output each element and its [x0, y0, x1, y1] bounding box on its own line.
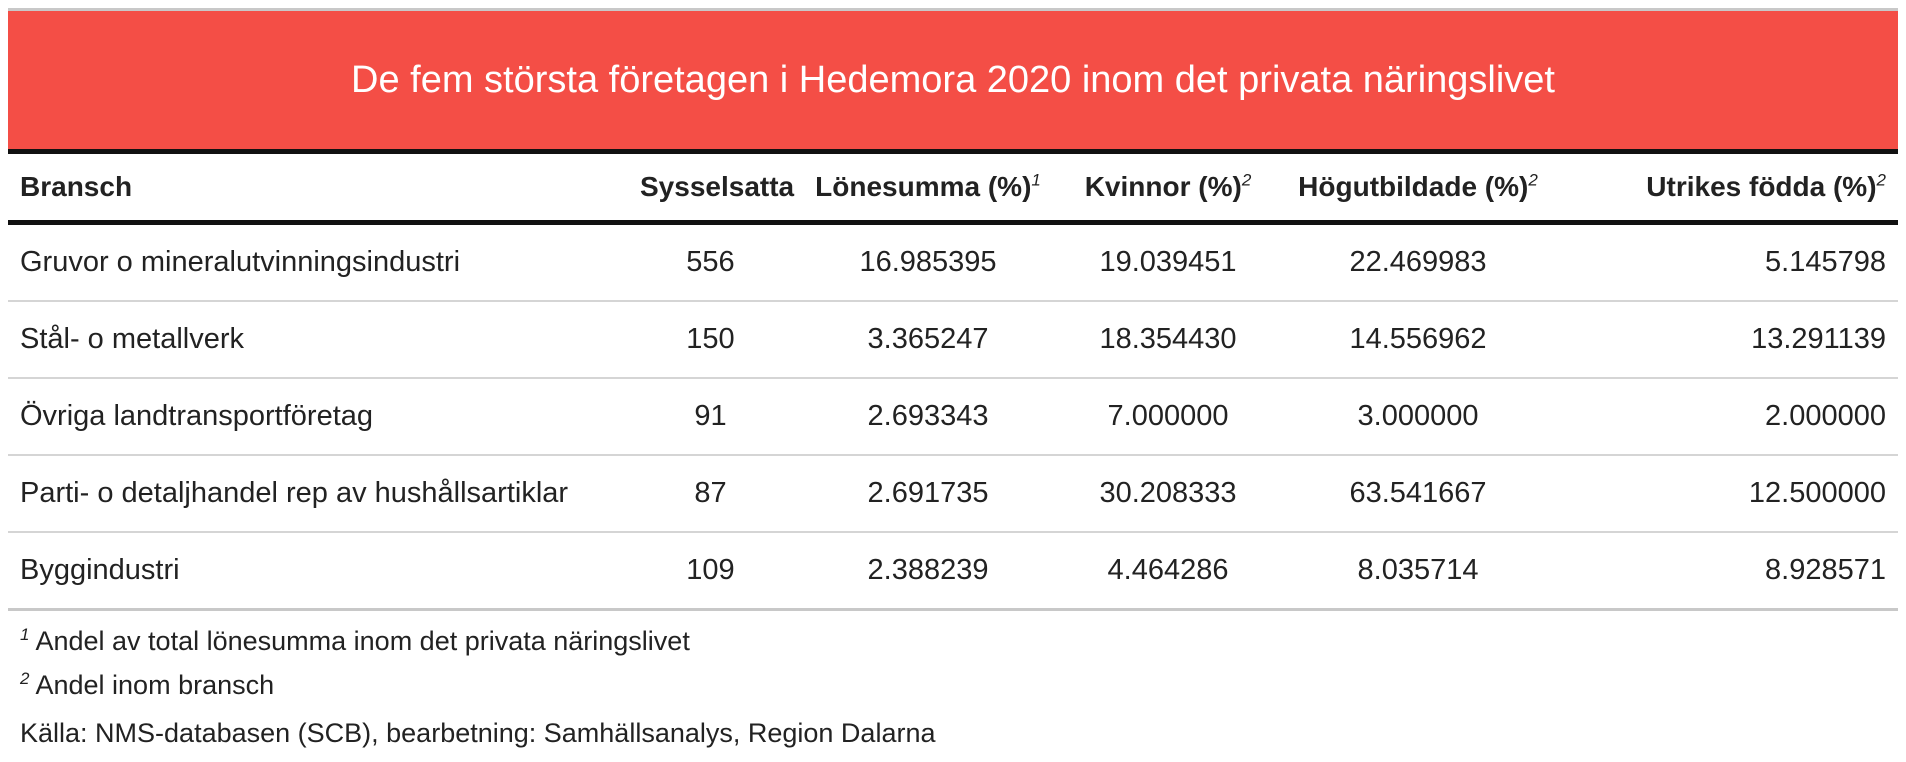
cell-bransch: Övriga landtransportföretag	[8, 378, 628, 456]
footnote-1: 1 Andel av total lönesumma inom det priv…	[20, 625, 690, 656]
column-header-utrikes-fodda: Utrikes födda (%)2	[1646, 170, 1886, 202]
header-top-rule	[8, 149, 1898, 154]
cell-kvinnor: 7.000000	[1063, 378, 1273, 456]
cell-hogutbildade: 22.469983	[1273, 222, 1563, 302]
cell-sysselsatta: 87	[628, 455, 793, 533]
cell-hogutbildade: 14.556962	[1273, 301, 1563, 379]
column-header-bransch: Bransch	[20, 171, 133, 202]
cell-hogutbildade: 8.035714	[1273, 532, 1563, 611]
cell-utrikes-fodda: 13.291139	[1563, 301, 1898, 379]
cell-hogutbildade: 63.541667	[1273, 455, 1563, 533]
cell-kvinnor: 30.208333	[1063, 455, 1273, 533]
cell-utrikes-fodda: 2.000000	[1563, 378, 1898, 456]
column-header-lonesumma: Lönesumma (%)1	[815, 170, 1041, 202]
cell-sysselsatta: 109	[628, 532, 793, 611]
cell-kvinnor: 4.464286	[1063, 532, 1273, 611]
top-border	[8, 8, 1898, 11]
cell-hogutbildade: 3.000000	[1273, 378, 1563, 456]
cell-sysselsatta: 556	[628, 222, 793, 302]
table-container: De fem största företagen i Hedemora 2020…	[8, 8, 1898, 757]
data-table: Bransch Sysselsatta Lönesumma (%)1 Kvinn…	[8, 154, 1898, 611]
column-header-kvinnor: Kvinnor (%)2	[1084, 170, 1252, 202]
cell-bransch: Stål- o metallverk	[8, 301, 628, 379]
column-header-hogutbildade: Högutbildade (%)2	[1298, 170, 1538, 202]
cell-utrikes-fodda: 5.145798	[1563, 222, 1898, 302]
cell-bransch: Parti- o detaljhandel rep av hushållsart…	[8, 455, 628, 533]
cell-bransch: Byggindustri	[8, 532, 628, 611]
cell-utrikes-fodda: 12.500000	[1563, 455, 1898, 533]
footnote-2: 2 Andel inom bransch	[20, 669, 275, 700]
table-row: Gruvor o mineralutvinningsindustri 556 1…	[8, 222, 1898, 302]
cell-lonesumma: 2.388239	[793, 532, 1063, 611]
cell-utrikes-fodda: 8.928571	[1563, 532, 1898, 611]
table-row: Stål- o metallverk 150 3.365247 18.35443…	[8, 301, 1898, 379]
table-title: De fem största företagen i Hedemora 2020…	[8, 11, 1898, 149]
cell-kvinnor: 19.039451	[1063, 222, 1273, 302]
column-header-sysselsatta: Sysselsatta	[640, 171, 795, 202]
cell-lonesumma: 16.985395	[793, 222, 1063, 302]
cell-lonesumma: 3.365247	[793, 301, 1063, 379]
table-row: Parti- o detaljhandel rep av hushållsart…	[8, 455, 1898, 533]
table-row: Byggindustri 109 2.388239 4.464286 8.035…	[8, 532, 1898, 611]
cell-sysselsatta: 150	[628, 301, 793, 379]
header-row: Bransch Sysselsatta Lönesumma (%)1 Kvinn…	[8, 154, 1898, 223]
cell-lonesumma: 2.691735	[793, 455, 1063, 533]
cell-lonesumma: 2.693343	[793, 378, 1063, 456]
cell-kvinnor: 18.354430	[1063, 301, 1273, 379]
cell-sysselsatta: 91	[628, 378, 793, 456]
source-note: Källa: NMS-databasen (SCB), bearbetning:…	[20, 718, 936, 748]
cell-bransch: Gruvor o mineralutvinningsindustri	[8, 222, 628, 302]
table-row: Övriga landtransportföretag 91 2.693343 …	[8, 378, 1898, 456]
table-footnotes: 1 Andel av total lönesumma inom det priv…	[8, 619, 1898, 757]
